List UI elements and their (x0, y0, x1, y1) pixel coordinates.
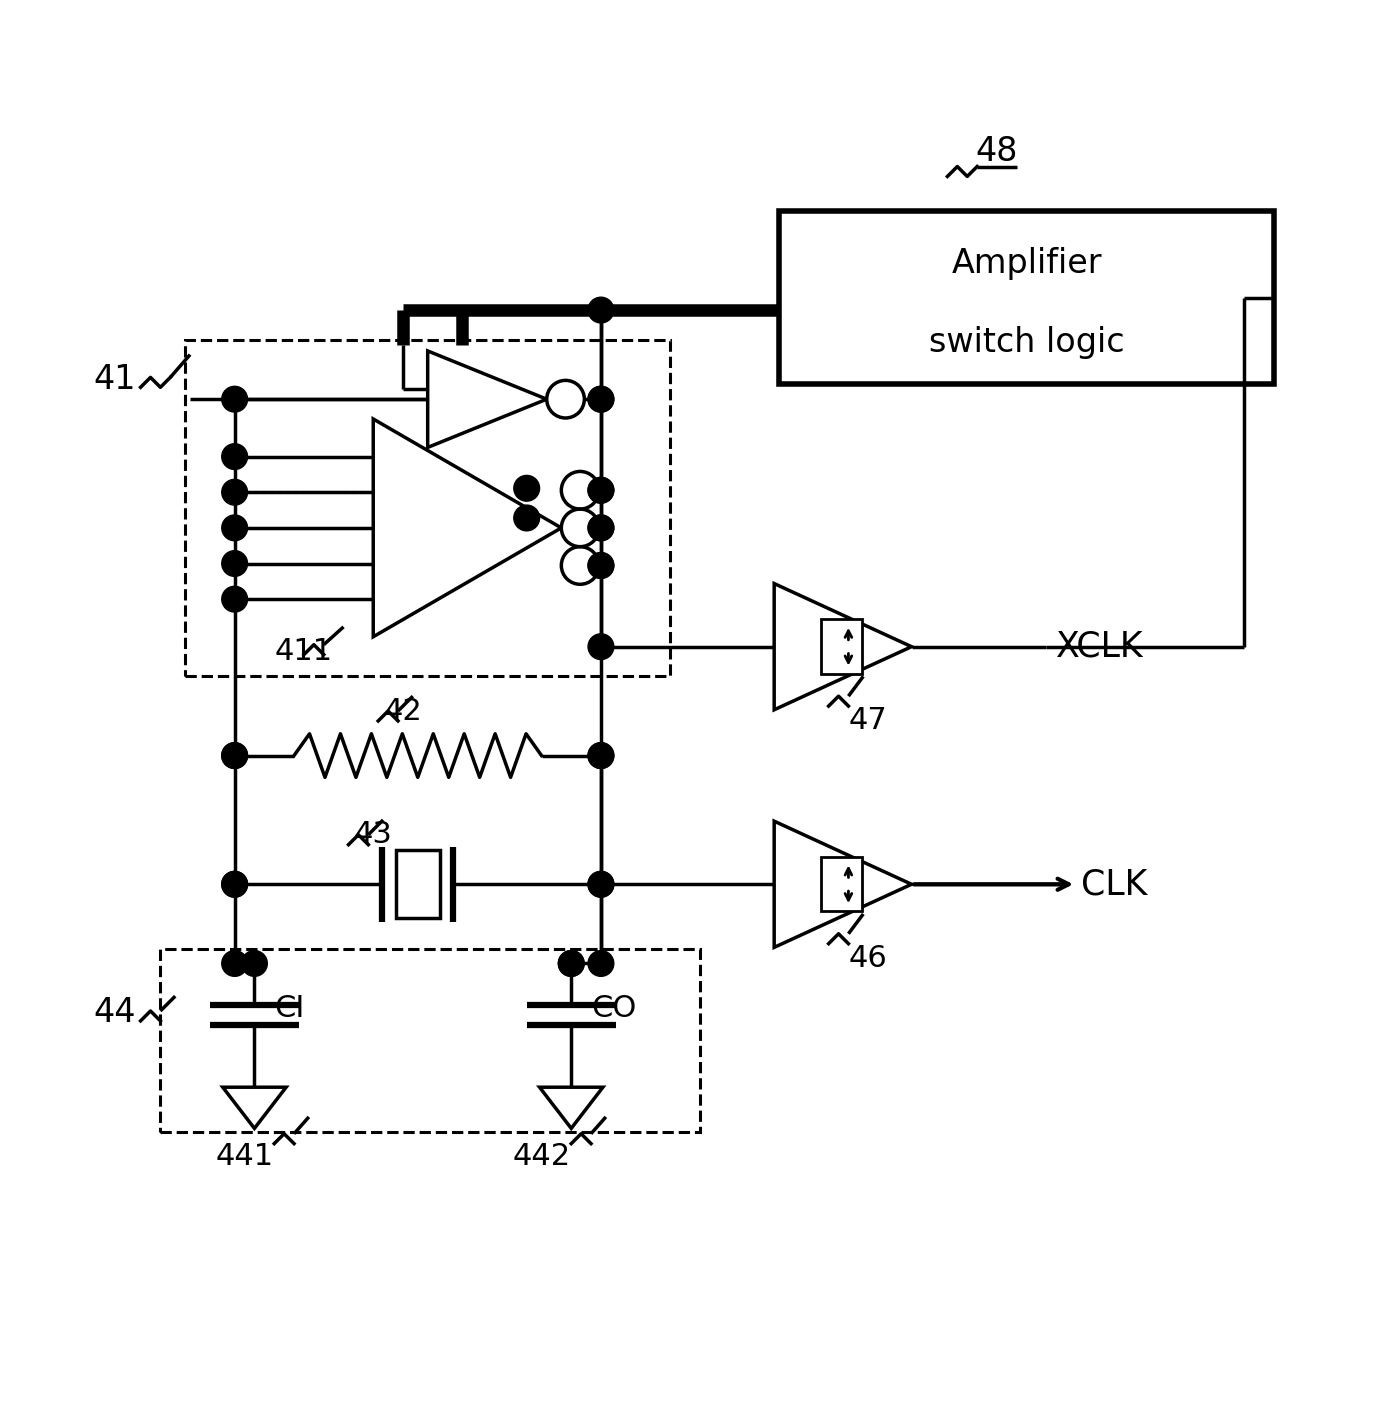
Text: 43: 43 (353, 820, 392, 850)
Circle shape (222, 586, 248, 612)
Text: 42: 42 (383, 696, 421, 726)
FancyBboxPatch shape (396, 850, 439, 918)
Circle shape (222, 386, 248, 412)
Text: 41: 41 (93, 362, 136, 396)
Circle shape (222, 743, 248, 769)
Circle shape (561, 546, 599, 585)
Circle shape (588, 951, 614, 977)
Polygon shape (775, 821, 912, 947)
Text: CO: CO (590, 994, 636, 1022)
Circle shape (588, 515, 614, 540)
Circle shape (561, 472, 599, 509)
FancyBboxPatch shape (779, 211, 1274, 385)
Circle shape (588, 553, 614, 579)
Circle shape (588, 743, 614, 769)
Polygon shape (539, 1087, 603, 1128)
Circle shape (222, 550, 248, 576)
Circle shape (222, 951, 248, 977)
Circle shape (546, 381, 585, 418)
Circle shape (588, 743, 614, 769)
Polygon shape (373, 419, 561, 637)
Circle shape (561, 509, 599, 546)
Text: XCLK: XCLK (1056, 630, 1143, 663)
Circle shape (588, 515, 614, 540)
Circle shape (514, 505, 539, 530)
Circle shape (588, 297, 614, 322)
Circle shape (222, 871, 248, 897)
Circle shape (588, 871, 614, 897)
Text: 442: 442 (513, 1142, 571, 1171)
Circle shape (222, 443, 248, 469)
Polygon shape (775, 583, 912, 710)
Circle shape (559, 951, 584, 977)
FancyBboxPatch shape (821, 857, 862, 911)
Circle shape (241, 951, 267, 977)
Circle shape (588, 633, 614, 660)
Circle shape (588, 478, 614, 503)
Text: switch logic: switch logic (929, 325, 1124, 359)
Polygon shape (428, 351, 546, 448)
Circle shape (588, 553, 614, 579)
Circle shape (588, 386, 614, 412)
Text: 441: 441 (215, 1142, 273, 1171)
Circle shape (514, 475, 539, 501)
Text: 411: 411 (274, 637, 333, 666)
Circle shape (588, 386, 614, 412)
Circle shape (222, 479, 248, 505)
Text: 48: 48 (976, 135, 1019, 168)
Circle shape (222, 743, 248, 769)
Circle shape (588, 478, 614, 503)
Text: CLK: CLK (1081, 867, 1148, 901)
Text: 46: 46 (848, 944, 887, 973)
FancyBboxPatch shape (821, 619, 862, 674)
Text: CI: CI (274, 994, 305, 1022)
Circle shape (559, 951, 584, 977)
Text: Amplifier: Amplifier (951, 247, 1102, 279)
Circle shape (588, 871, 614, 897)
Polygon shape (223, 1087, 286, 1128)
Circle shape (222, 515, 248, 540)
Text: 44: 44 (93, 997, 136, 1030)
Circle shape (222, 871, 248, 897)
Text: 47: 47 (848, 706, 887, 736)
